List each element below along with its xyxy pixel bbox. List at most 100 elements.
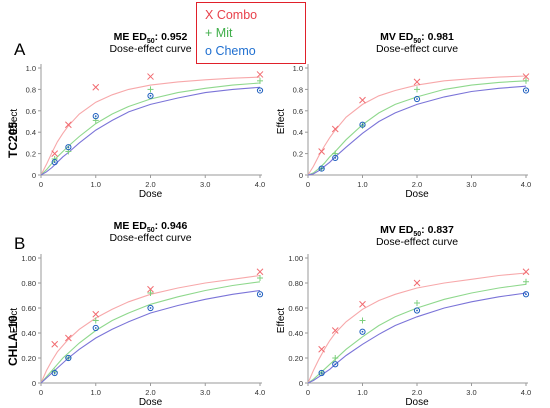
x-tick-label: 2.0: [145, 388, 155, 397]
marker-ring: [65, 354, 72, 362]
point-combo: [51, 340, 59, 348]
marker-ring: [522, 87, 530, 94]
point-chemo: [522, 291, 530, 298]
point-chemo: [318, 165, 325, 172]
y-tick-label: 1.00: [288, 254, 303, 263]
point-mit: [257, 275, 263, 281]
chart-title-value: : 0.946: [155, 220, 188, 232]
legend-label-chemo: Chemo: [215, 44, 256, 58]
point-mit: [332, 355, 339, 361]
chart-title-value: : 0.952: [155, 31, 188, 43]
point-chemo: [147, 304, 154, 312]
marker-dot: [149, 307, 152, 309]
marker-dot: [94, 115, 97, 118]
x-tick-label: 0: [306, 388, 310, 397]
x-tick-label: 2.0: [145, 180, 155, 189]
marker-ring: [359, 121, 366, 128]
chart-title-subscript: 50: [147, 227, 155, 234]
x-tick-label: 4.0: [255, 388, 265, 397]
point-chemo: [51, 369, 58, 377]
marker-ring: [359, 328, 366, 335]
x-axis-label: Dose: [139, 397, 163, 408]
point-combo: [92, 310, 100, 318]
marker-stroke: [359, 96, 366, 104]
chart-title: MV ED50: 0.837: [380, 224, 454, 238]
point-mit: [257, 77, 263, 84]
marker-stroke: [65, 121, 72, 129]
y-tick-label: 0: [299, 171, 303, 180]
point-combo: [92, 83, 100, 91]
marker-dot: [320, 372, 323, 374]
chart-subtitle: Dose-effect curve: [376, 43, 458, 55]
y-tick-label: 0.80: [21, 279, 36, 288]
x-tick-label: 0: [39, 180, 43, 189]
point-chemo: [92, 113, 99, 120]
chart-title-prefix: ME ED: [114, 31, 148, 43]
point-combo: [256, 71, 264, 78]
point-chemo: [332, 361, 339, 368]
marker-stroke: [359, 300, 366, 308]
legend-symbol-mit: +: [205, 26, 213, 40]
x-tick-label: 4.0: [521, 388, 531, 397]
y-tick-label: 0.40: [288, 329, 303, 338]
marker-ring: [413, 95, 421, 103]
x-tick-label: 0: [39, 388, 43, 397]
point-combo: [359, 300, 366, 308]
x-tick-label: 3.0: [200, 180, 210, 189]
curve-mit: [307, 80, 527, 176]
curve-combo: [40, 76, 261, 176]
marker-ring: [332, 154, 339, 161]
x-tick-label: 3.0: [466, 388, 476, 397]
marker-ring: [92, 324, 99, 332]
point-mit: [147, 290, 154, 296]
y-tick-label: 1.0: [26, 64, 36, 73]
marker-dot: [525, 89, 527, 92]
y-axis-label: Effect: [9, 109, 20, 135]
marker-ring: [256, 291, 264, 298]
marker-dot: [416, 98, 418, 100]
point-mit: [359, 317, 366, 324]
marker-stroke: [413, 279, 421, 287]
marker-dot: [67, 146, 70, 149]
marker-ring: [51, 369, 58, 377]
marker-dot: [53, 161, 56, 164]
chart-title: MV ED50: 0.981: [380, 31, 454, 45]
point-chemo: [413, 95, 421, 103]
point-mit: [147, 86, 154, 93]
marker-stroke: [331, 327, 339, 334]
marker-ring: [147, 304, 154, 312]
chart-subtitle: Dose-effect curve: [109, 232, 191, 244]
x-axis-label: Dose: [139, 189, 163, 200]
y-tick-label: 0.20: [288, 354, 303, 363]
legend-item-chemo: o Chemo: [205, 44, 256, 58]
panel-letter-a: A: [14, 40, 26, 59]
x-tick-label: 1.0: [91, 180, 101, 189]
y-tick-label: 0.2: [26, 150, 36, 159]
point-chemo: [359, 328, 366, 335]
y-tick-label: 0.80: [288, 279, 303, 288]
marker-dot: [67, 357, 70, 359]
point-chemo: [256, 87, 264, 94]
y-tick-label: 0.20: [21, 354, 36, 363]
marker-stroke: [318, 345, 325, 353]
point-mit: [414, 300, 420, 306]
x-tick-label: 3.0: [466, 180, 476, 189]
point-mit: [414, 86, 420, 93]
marker-ring: [51, 159, 58, 166]
marker-dot: [53, 372, 56, 374]
marker-dot: [259, 89, 261, 92]
point-combo: [318, 148, 325, 155]
point-combo: [359, 96, 366, 104]
y-tick-label: 0.4: [26, 128, 36, 137]
marker-stroke: [92, 83, 100, 91]
legend-symbol-combo: X: [205, 8, 214, 22]
y-tick-label: 0.40: [21, 329, 36, 338]
chart-title: ME ED50: 0.946: [114, 220, 188, 234]
y-tick-label: 0.8: [26, 85, 36, 94]
chart-title-value: : 0.837: [421, 224, 454, 236]
point-combo: [318, 345, 325, 353]
chart-title-value: : 0.981: [421, 31, 454, 43]
